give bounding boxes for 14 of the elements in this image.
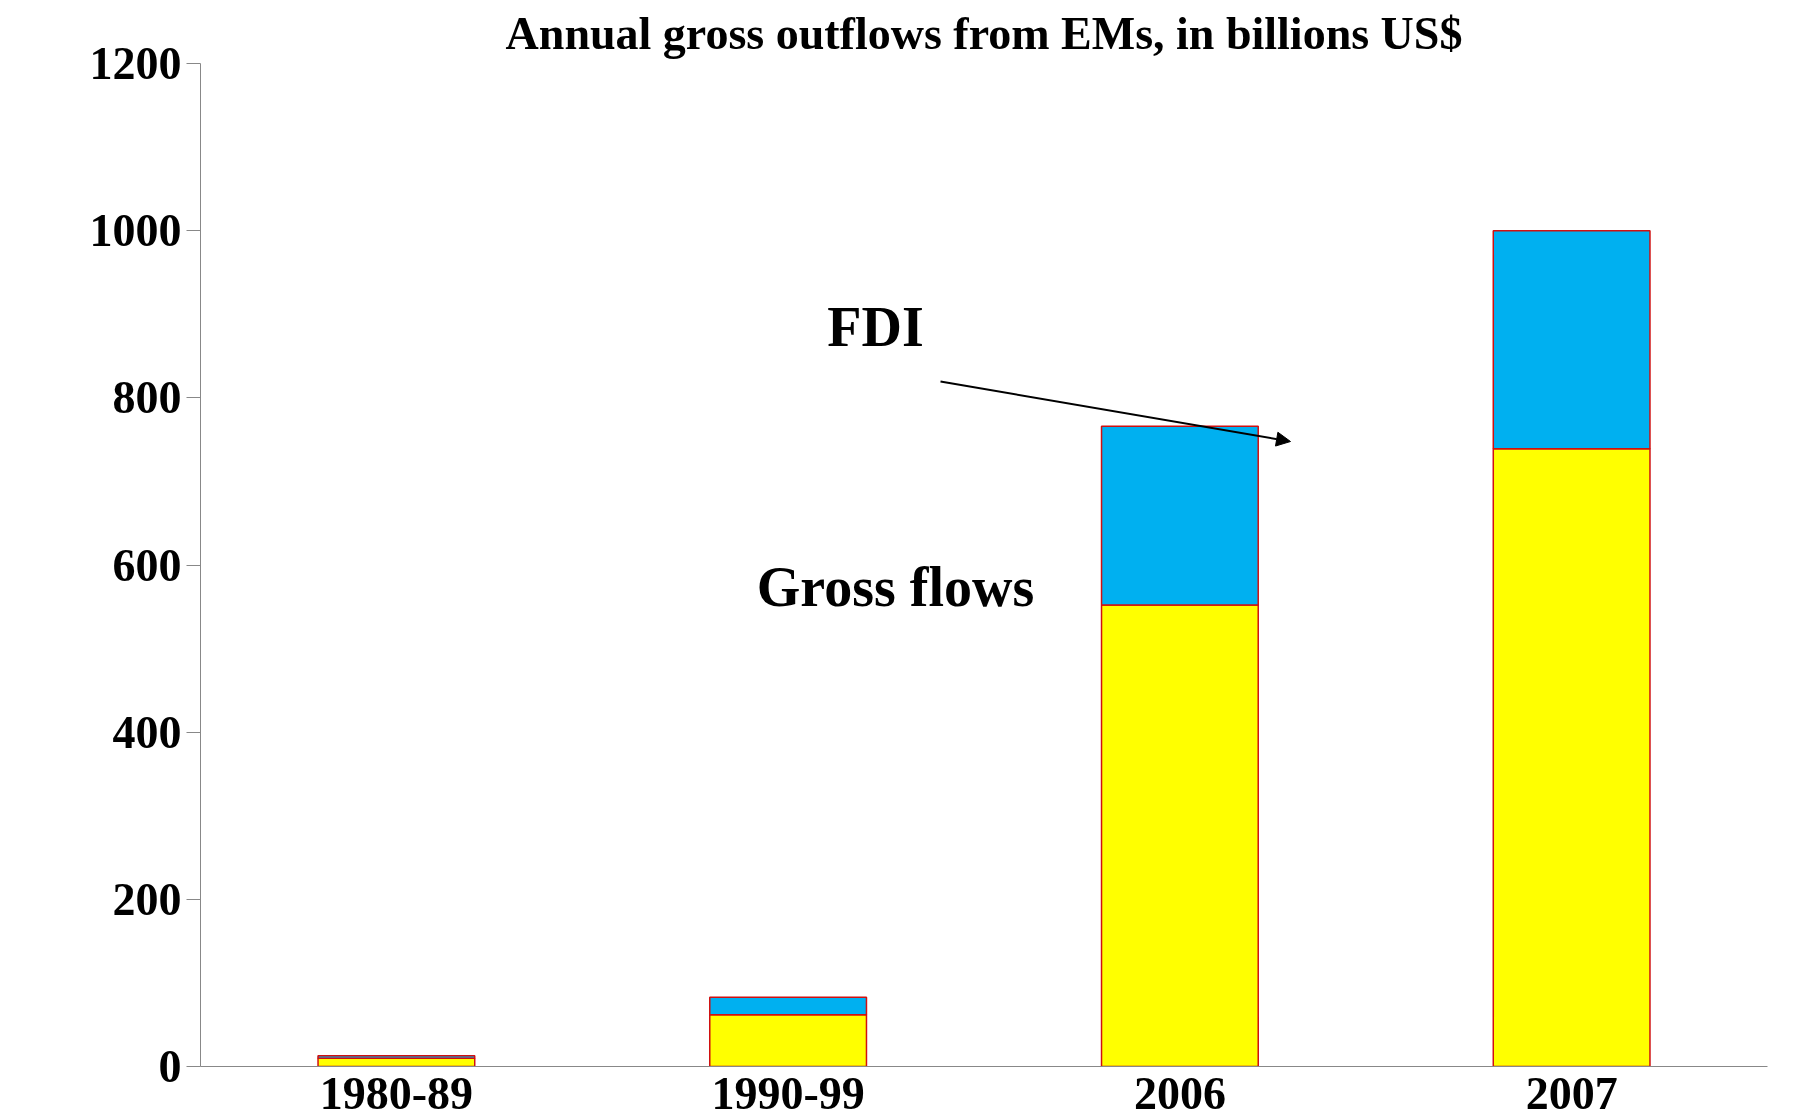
y-tick-label: 600	[112, 539, 182, 591]
y-tick-label: 1200	[89, 38, 182, 89]
chart-title: Annual gross outflows from EMs, in billions US$	[505, 7, 1463, 59]
y-tick-label: 1000	[89, 205, 182, 257]
annotation: Gross flows	[756, 555, 1035, 618]
y-tick-label: 800	[112, 372, 182, 424]
y-tick-label: 200	[112, 873, 182, 925]
x-tick-label: 2006	[1133, 1067, 1226, 1111]
y-tick-label: 0	[158, 1041, 182, 1092]
annotation: FDI	[827, 295, 924, 358]
x-tick-label: 1990-99	[711, 1067, 865, 1111]
x-tick-label: 1980-89	[319, 1067, 474, 1111]
y-tick-label: 400	[112, 706, 182, 758]
x-tick-label: 2007	[1525, 1067, 1618, 1111]
